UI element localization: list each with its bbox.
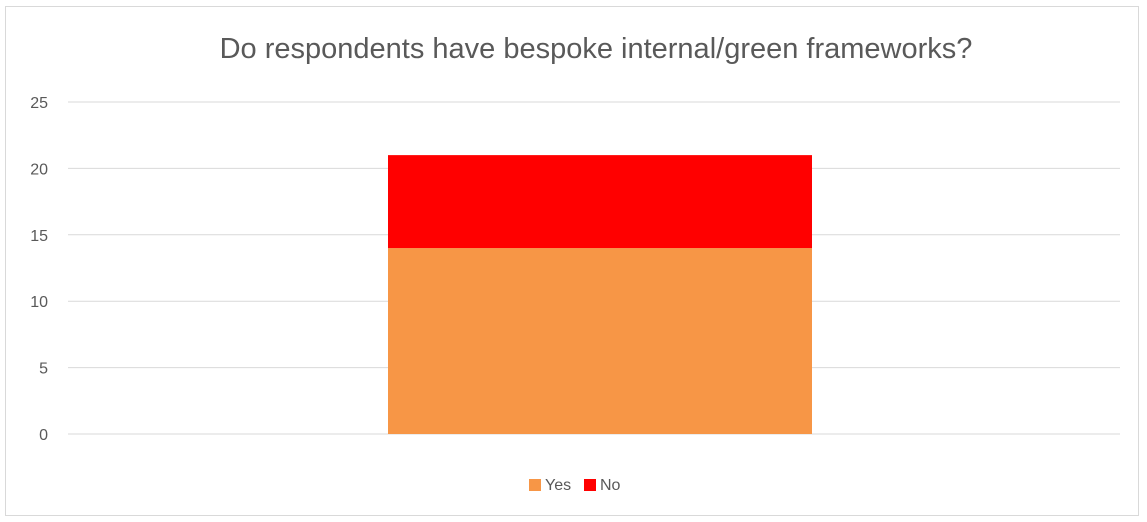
legend-swatch-yes — [529, 479, 541, 491]
bar-segment-no — [388, 155, 812, 249]
y-tick-label: 0 — [39, 427, 48, 444]
legend-label-no: No — [600, 477, 621, 494]
y-tick-label: 5 — [39, 361, 48, 378]
bars — [388, 155, 812, 434]
chart-title: Do respondents have bespoke internal/gre… — [220, 33, 973, 65]
legend: Yes No — [529, 477, 621, 494]
y-tick-label: 25 — [30, 95, 48, 112]
y-tick-label: 10 — [30, 294, 48, 311]
legend-swatch-no — [584, 479, 596, 491]
y-tick-label: 15 — [30, 228, 48, 245]
legend-label-yes: Yes — [545, 477, 571, 494]
bar-segment-yes — [388, 248, 812, 434]
y-tick-label: 20 — [30, 161, 48, 178]
y-axis-ticks: 0 5 10 15 20 25 — [30, 95, 48, 444]
